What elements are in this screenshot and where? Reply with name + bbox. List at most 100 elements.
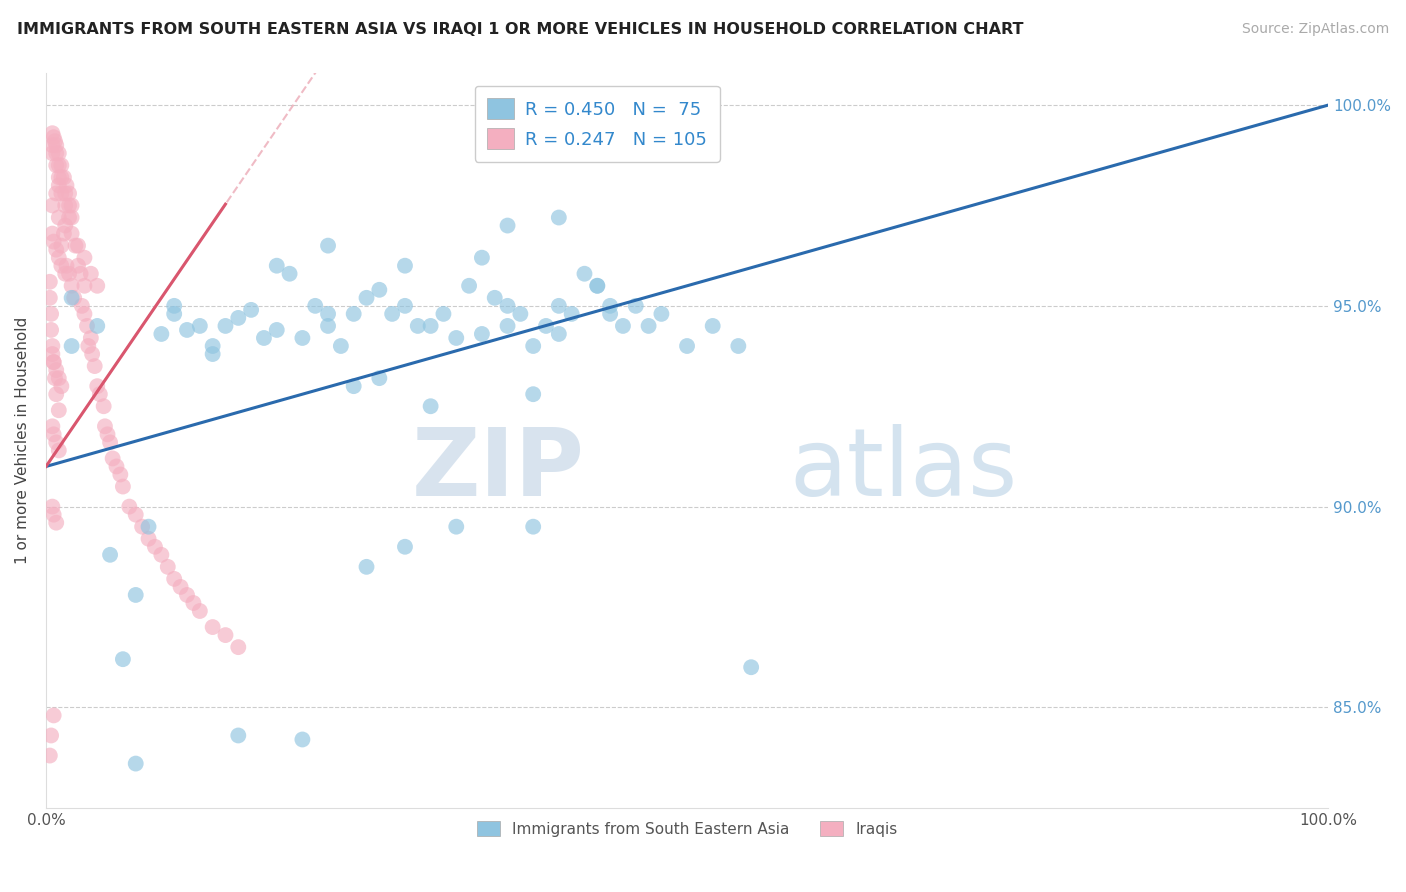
Text: Source: ZipAtlas.com: Source: ZipAtlas.com [1241, 22, 1389, 37]
Point [48, 403, 70, 417]
Point [41, 347, 63, 361]
Point [66, 238, 89, 252]
Text: ZIP: ZIP [412, 424, 585, 516]
Text: IMMIGRANTS FROM SOUTH EASTERN ASIA VS IRAQI 1 OR MORE VEHICLES IN HOUSEHOLD CORR: IMMIGRANTS FROM SOUTH EASTERN ASIA VS IR… [17, 22, 1024, 37]
Point [226, 640, 249, 654]
Point [406, 318, 429, 333]
Point [419, 318, 441, 333]
Point [446, 331, 468, 345]
Point [368, 371, 391, 385]
Point [740, 660, 762, 674]
Point [419, 399, 441, 413]
Point [48, 146, 70, 161]
Point [42, 508, 65, 522]
Point [41, 339, 63, 353]
Point [48, 371, 70, 385]
Point [484, 291, 506, 305]
Point [80, 331, 103, 345]
Point [522, 339, 544, 353]
Point [41, 126, 63, 140]
Point [76, 318, 98, 333]
Point [69, 267, 91, 281]
Point [39, 729, 62, 743]
Point [727, 339, 749, 353]
Point [45, 387, 67, 401]
Point [51, 379, 73, 393]
Point [45, 435, 67, 450]
Point [80, 267, 103, 281]
Point [111, 652, 134, 666]
Point [496, 318, 519, 333]
Point [522, 387, 544, 401]
Point [48, 443, 70, 458]
Point [51, 238, 73, 252]
Point [356, 559, 378, 574]
Point [547, 211, 569, 225]
Point [44, 134, 66, 148]
Y-axis label: 1 or more Vehicles in Household: 1 or more Vehicles in Household [15, 317, 30, 564]
Point [52, 227, 75, 241]
Point [188, 604, 211, 618]
Point [278, 267, 301, 281]
Point [63, 291, 86, 305]
Point [226, 310, 249, 325]
Point [89, 387, 111, 401]
Point [96, 427, 118, 442]
Point [101, 451, 124, 466]
Point [73, 278, 96, 293]
Point [58, 198, 80, 212]
Point [125, 588, 148, 602]
Point [156, 559, 179, 574]
Point [42, 130, 65, 145]
Point [98, 548, 121, 562]
Point [138, 519, 160, 533]
Point [471, 326, 494, 341]
Point [41, 500, 63, 514]
Point [86, 379, 108, 393]
Point [60, 211, 83, 225]
Point [163, 299, 186, 313]
Point [53, 219, 76, 233]
Point [60, 227, 83, 241]
Point [432, 307, 454, 321]
Point [58, 267, 80, 281]
Point [586, 278, 609, 293]
Point [44, 371, 66, 385]
Point [394, 540, 416, 554]
Point [381, 307, 404, 321]
Point [266, 259, 288, 273]
Point [496, 299, 519, 313]
Point [39, 307, 62, 321]
Point [111, 479, 134, 493]
Point [48, 170, 70, 185]
Point [105, 459, 128, 474]
Point [266, 323, 288, 337]
Point [51, 186, 73, 201]
Point [163, 307, 186, 321]
Point [125, 508, 148, 522]
Point [118, 500, 141, 514]
Point [41, 227, 63, 241]
Point [240, 302, 263, 317]
Point [94, 419, 117, 434]
Point [458, 278, 481, 293]
Point [547, 299, 569, 313]
Point [65, 238, 87, 252]
Point [169, 580, 191, 594]
Point [53, 186, 76, 201]
Point [637, 318, 659, 333]
Point [60, 278, 83, 293]
Point [48, 158, 70, 172]
Point [343, 379, 366, 393]
Point [214, 628, 236, 642]
Point [58, 186, 80, 201]
Point [471, 251, 494, 265]
Point [48, 251, 70, 265]
Point [574, 267, 596, 281]
Point [586, 278, 609, 293]
Point [183, 596, 205, 610]
Point [77, 339, 100, 353]
Point [253, 331, 276, 345]
Point [51, 158, 73, 172]
Point [509, 307, 531, 321]
